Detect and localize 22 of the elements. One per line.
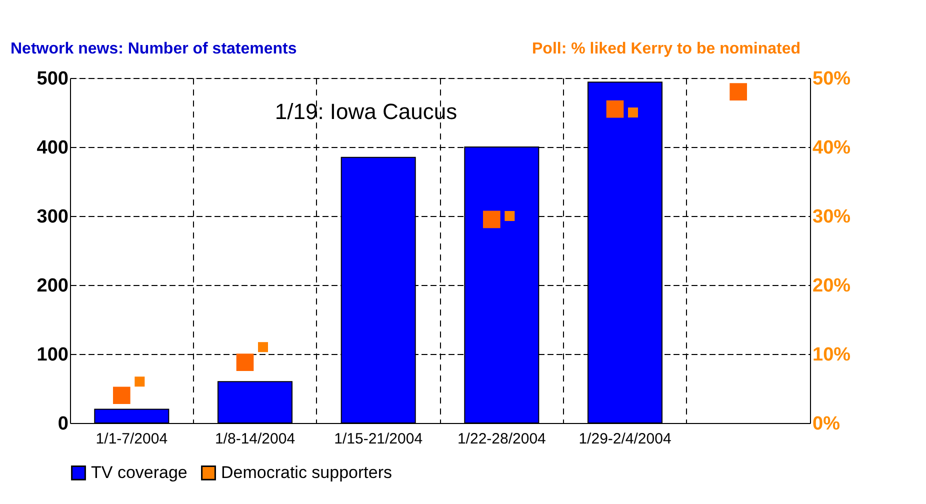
y-tick-label: 500	[36, 68, 68, 90]
x-tick-label: 1/1-7/2004	[96, 430, 168, 448]
x-tick-label: 1/22-28/2004	[457, 430, 546, 448]
y2-axis-title: Poll: % liked Kerry to be nominated	[532, 40, 800, 58]
y-axis-title: Network news: Number of statements	[10, 40, 297, 58]
y-tick-label: 200	[36, 276, 68, 296]
y-tick-label: 0	[58, 414, 68, 434]
y2-tick-label: 40%	[812, 138, 851, 158]
x-tick-label: 1/15-21/2004	[334, 430, 423, 448]
annotation: 1/19: Iowa Caucus	[274, 99, 458, 124]
y2-tick-label: 0%	[812, 414, 840, 434]
y2-tick-label: 20%	[812, 276, 851, 296]
x-tick-label: 1/8-14/2004	[214, 430, 296, 448]
legend-label: TV coverage	[91, 462, 188, 482]
y-tick-label: 300	[36, 206, 68, 228]
y2-tick-label: 50%	[812, 68, 851, 90]
y-tick-label: 400	[36, 138, 68, 158]
y2-tick-label: 10%	[812, 344, 851, 366]
y-tick-label: 100	[36, 344, 68, 366]
x-tick-label: 1/29-2/4/2004	[578, 430, 672, 448]
y2-tick-label: 30%	[812, 206, 851, 228]
legend-label: Democratic supporters	[221, 462, 392, 482]
